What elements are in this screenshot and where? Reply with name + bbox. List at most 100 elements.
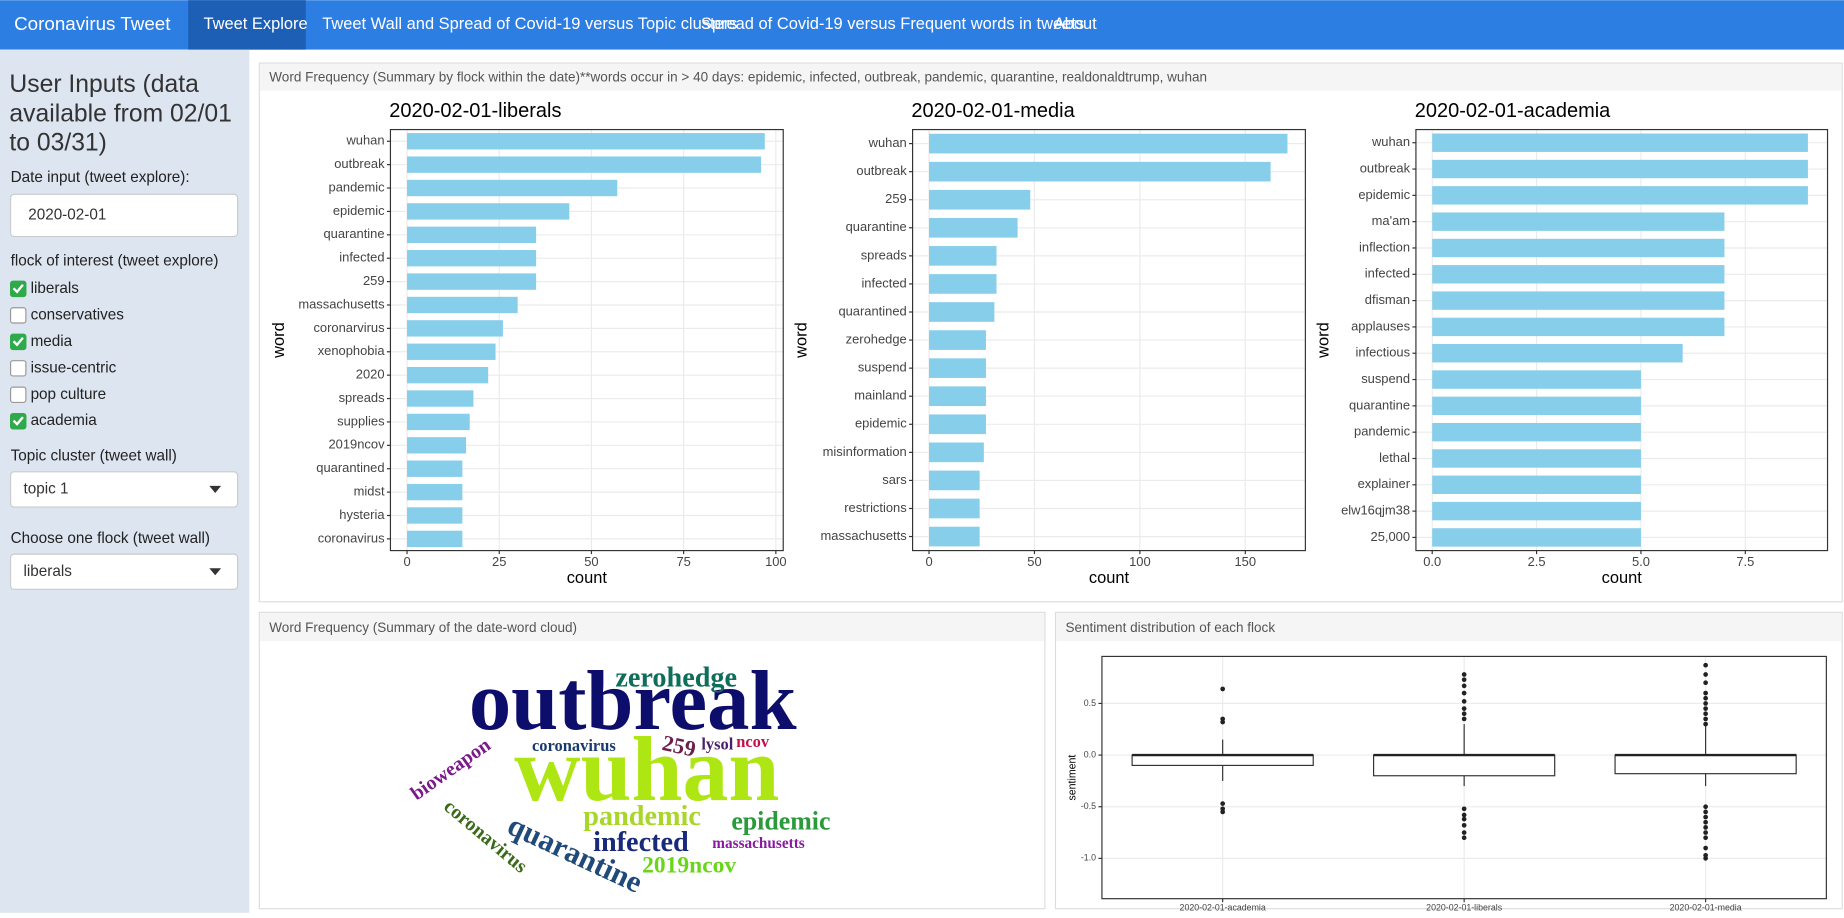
plot-border	[1101, 655, 1827, 900]
date-input[interactable]	[9, 193, 239, 238]
y-tick-label: outbreak	[856, 163, 907, 178]
y-tick-label: midst	[354, 484, 385, 499]
panel-header	[259, 612, 1045, 642]
active-tab	[188, 0, 306, 50]
x-axis-label: count	[1602, 569, 1643, 587]
y-tick-label: 259	[885, 191, 907, 206]
y-tick-label: xenophobia	[318, 343, 386, 358]
bar	[1432, 344, 1683, 363]
x-tick-label: 25	[492, 554, 506, 569]
bar	[407, 437, 467, 454]
checkmark	[12, 284, 24, 294]
y-tick-label: lethal	[1379, 450, 1410, 465]
x-tick-label: 2020-02-01-liberals	[1426, 902, 1503, 912]
bar	[1432, 265, 1725, 284]
outlier	[1220, 686, 1226, 692]
outlier	[1703, 706, 1708, 711]
checkbox[interactable]	[9, 386, 27, 403]
bar	[1432, 449, 1641, 468]
bar	[407, 530, 463, 548]
label: flock of interest (tweet explore)	[11, 252, 219, 269]
panel	[258, 611, 1046, 910]
checkbox-label: liberals	[31, 280, 80, 297]
outlier	[1703, 830, 1708, 835]
outlier	[1703, 819, 1708, 825]
flock-select[interactable]	[9, 553, 239, 590]
checkmark	[12, 416, 24, 426]
cloud-word: epidemic	[731, 806, 830, 835]
y-tick-label: quarantine	[1349, 397, 1410, 412]
bar	[929, 526, 980, 547]
cloud-word: lysol	[701, 735, 733, 754]
y-tick-label: quarantined	[316, 460, 384, 475]
outlier	[1461, 677, 1467, 683]
outlier	[1220, 801, 1226, 806]
y-tick-label: inflection	[1359, 239, 1410, 254]
bar	[1432, 212, 1725, 231]
y-tick-label: -1.0	[1081, 853, 1096, 863]
y-tick-label: -0.5	[1081, 801, 1096, 811]
bar	[407, 250, 537, 267]
cloud-word: infected	[593, 827, 689, 858]
date-value: 2020-02-01	[28, 206, 106, 223]
x-tick-label: 100	[765, 554, 787, 569]
y-tick-label: 259	[363, 273, 385, 288]
nav-tab[interactable]: About	[1054, 15, 1097, 33]
bar	[407, 133, 765, 150]
y-tick-label: epidemic	[333, 203, 385, 218]
panel-header	[259, 63, 1842, 91]
outlier	[1461, 806, 1467, 812]
nav-tab[interactable]: Tweet Explore	[203, 15, 307, 33]
y-tick-label: ma'am	[1372, 213, 1410, 228]
y-tick-label: infected	[1365, 266, 1410, 281]
bar	[1432, 422, 1641, 442]
outlier	[1461, 711, 1467, 717]
chart-title: 2020-02-01-media	[911, 100, 1075, 122]
bar	[407, 226, 537, 244]
brand[interactable]: Coronavirus Tweet	[14, 13, 171, 34]
outlier	[1703, 835, 1708, 841]
bar	[407, 390, 474, 407]
y-tick-label: outbreak	[1360, 160, 1411, 175]
outlier	[1703, 721, 1708, 727]
outlier	[1461, 816, 1467, 822]
bar	[1432, 291, 1725, 310]
y-tick-label: massachusetts	[821, 528, 907, 543]
panel-header	[1056, 612, 1842, 642]
navbar	[0, 0, 1844, 50]
y-tick-label: outbreak	[334, 156, 385, 171]
panel-title: Word Frequency (Summary of the date-word…	[269, 620, 577, 635]
x-tick-label: 0.0	[1423, 554, 1441, 569]
outlier	[1220, 719, 1226, 725]
outlier	[1703, 814, 1708, 820]
plot-area	[390, 129, 784, 551]
bar	[407, 273, 537, 290]
nav-tab[interactable]: Spread of Covid-19 versus Frequent words…	[701, 15, 1084, 33]
checkbox[interactable]	[9, 360, 27, 377]
outlier	[1703, 809, 1708, 815]
checkbox[interactable]	[9, 307, 27, 324]
label: Date input (tweet explore):	[11, 169, 190, 186]
y-tick-label: suspend	[858, 360, 907, 375]
topic-select[interactable]	[9, 471, 239, 508]
caret	[209, 485, 222, 493]
plot-border	[389, 128, 784, 552]
y-tick-label: applauses	[1351, 318, 1410, 333]
y-tick-label: epidemic	[1358, 187, 1410, 202]
x-tick-label: 2020-02-01-media	[1670, 902, 1742, 912]
x-tick-label: 50	[584, 554, 598, 569]
y-tick-label: infected	[339, 250, 384, 265]
bar	[407, 296, 518, 314]
outlier	[1461, 812, 1467, 818]
cloud-word: wuhan	[514, 718, 779, 820]
y-tick-label: spreads	[339, 390, 385, 405]
bar	[929, 189, 1031, 210]
cloud-word: outbreak	[469, 655, 797, 748]
outlier	[1703, 680, 1708, 686]
nav-tab[interactable]: Tweet Wall and Spread of Covid-19 versus…	[322, 15, 737, 33]
plot-border	[912, 128, 1306, 552]
y-tick-label: massachusetts	[298, 296, 384, 311]
y-tick-label: spreads	[861, 247, 907, 262]
bar	[929, 470, 980, 491]
outlier	[1703, 716, 1708, 722]
